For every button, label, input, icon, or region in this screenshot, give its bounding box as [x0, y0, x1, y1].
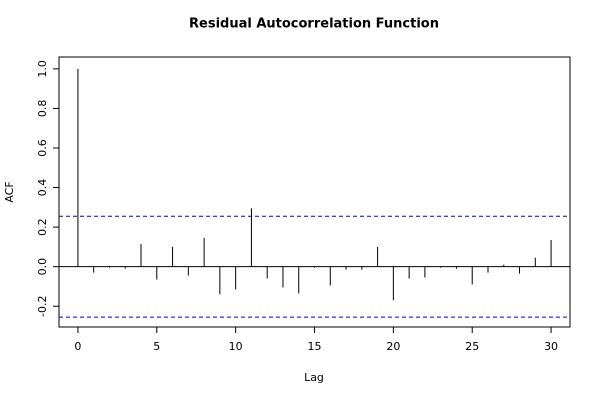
x-tick-label: 15	[308, 340, 322, 353]
x-tick-label: 5	[153, 340, 160, 353]
y-axis-label: ACF	[3, 181, 16, 202]
x-tick-label: 0	[74, 340, 81, 353]
chart-title: Residual Autocorrelation Function	[189, 17, 439, 32]
x-tick-label: 25	[465, 340, 479, 353]
y-tick-label: 0.8	[36, 100, 49, 118]
y-tick-label: 0.0	[36, 258, 49, 276]
y-tick-label: 0.4	[36, 179, 49, 197]
y-tick-label: 1.0	[36, 60, 49, 78]
x-tick-label: 20	[386, 340, 400, 353]
x-axis-label: Lag	[304, 371, 324, 384]
y-tick-label: -0.2	[36, 295, 49, 316]
y-tick-label: 0.6	[36, 139, 49, 157]
x-tick-label: 10	[229, 340, 243, 353]
y-tick-label: 0.2	[36, 218, 49, 236]
x-tick-label: 30	[544, 340, 558, 353]
